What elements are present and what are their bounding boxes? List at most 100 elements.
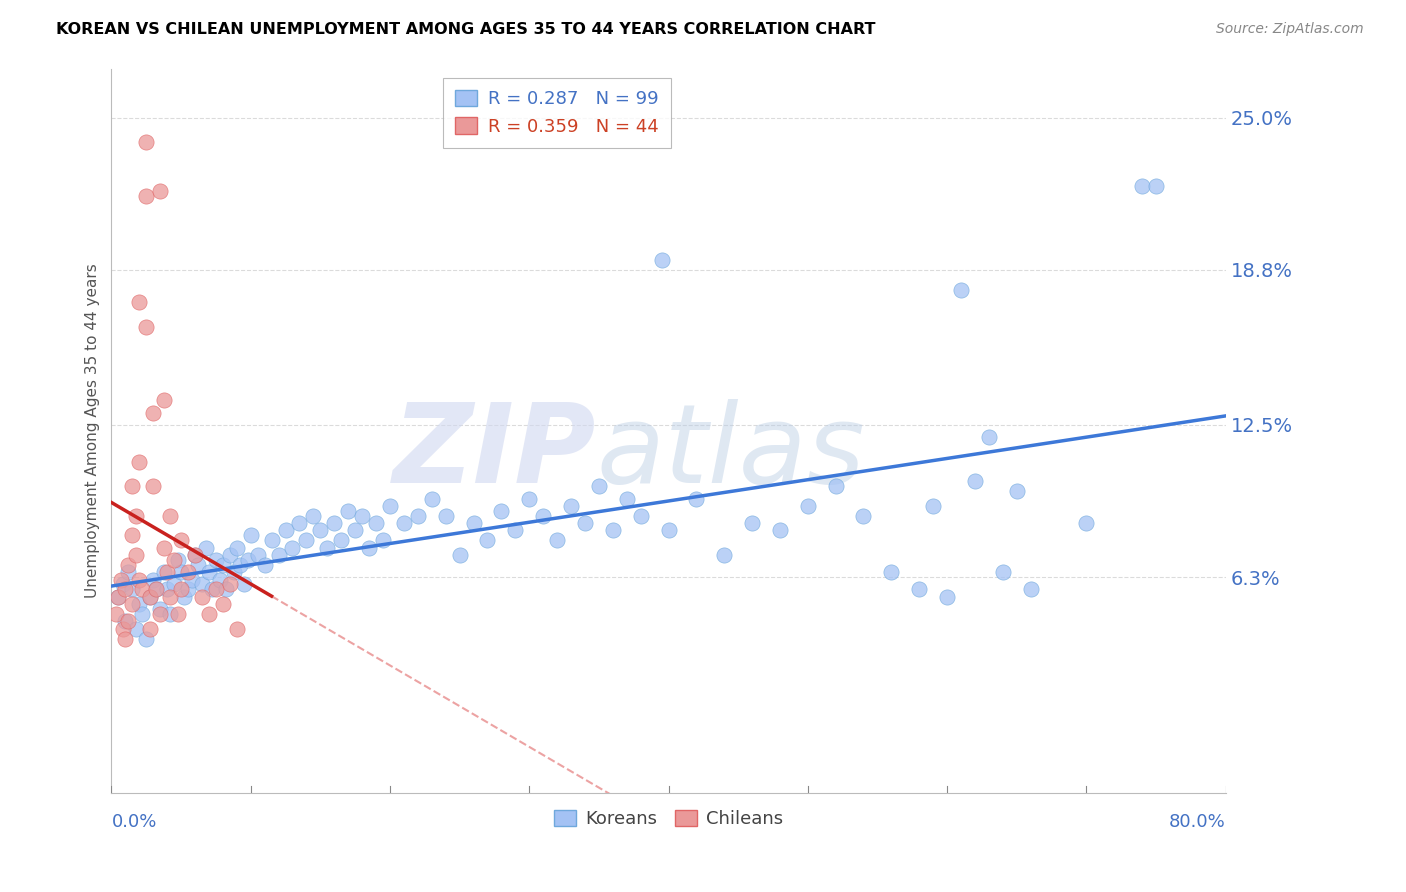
Point bbox=[205, 582, 228, 597]
Point bbox=[1130, 179, 1153, 194]
Point bbox=[121, 528, 143, 542]
Point bbox=[797, 499, 820, 513]
Point bbox=[187, 558, 209, 572]
Point bbox=[330, 533, 353, 548]
Point bbox=[517, 491, 540, 506]
Point bbox=[139, 590, 162, 604]
Point bbox=[184, 548, 207, 562]
Point bbox=[184, 548, 207, 562]
Y-axis label: Unemployment Among Ages 35 to 44 years: Unemployment Among Ages 35 to 44 years bbox=[86, 263, 100, 599]
Point bbox=[156, 582, 179, 597]
Point bbox=[463, 516, 485, 530]
Point bbox=[685, 491, 707, 506]
Point bbox=[139, 622, 162, 636]
Point bbox=[852, 508, 875, 523]
Point bbox=[128, 455, 150, 469]
Point bbox=[142, 479, 165, 493]
Point bbox=[936, 590, 959, 604]
Point bbox=[218, 577, 240, 591]
Point bbox=[149, 602, 172, 616]
Point bbox=[211, 597, 233, 611]
Text: 0.0%: 0.0% bbox=[111, 813, 157, 831]
Point bbox=[378, 499, 401, 513]
Legend: Koreans, Chileans: Koreans, Chileans bbox=[547, 802, 790, 835]
Point bbox=[560, 499, 582, 513]
Point bbox=[908, 582, 931, 597]
Point bbox=[1144, 179, 1167, 194]
Point bbox=[505, 524, 527, 538]
Point bbox=[111, 577, 134, 591]
Point bbox=[253, 558, 276, 572]
Point bbox=[922, 499, 945, 513]
Point bbox=[135, 189, 157, 203]
Point bbox=[128, 573, 150, 587]
Point bbox=[125, 508, 148, 523]
Point bbox=[209, 573, 232, 587]
Point bbox=[344, 524, 367, 538]
Point bbox=[1019, 582, 1042, 597]
Point bbox=[991, 565, 1014, 579]
Text: atlas: atlas bbox=[596, 400, 865, 506]
Point bbox=[159, 607, 181, 621]
Point bbox=[574, 516, 596, 530]
Point bbox=[114, 615, 136, 629]
Point bbox=[236, 553, 259, 567]
Point bbox=[602, 524, 624, 538]
Point bbox=[198, 565, 221, 579]
Point bbox=[135, 135, 157, 149]
Point bbox=[170, 582, 193, 597]
Point bbox=[232, 577, 254, 591]
Point bbox=[222, 565, 245, 579]
Point bbox=[104, 607, 127, 621]
Point bbox=[337, 504, 360, 518]
Point bbox=[309, 524, 332, 538]
Point bbox=[153, 565, 176, 579]
Point bbox=[177, 582, 200, 597]
Point bbox=[239, 528, 262, 542]
Point bbox=[713, 548, 735, 562]
Point bbox=[246, 548, 269, 562]
Point bbox=[142, 405, 165, 419]
Point bbox=[1005, 484, 1028, 499]
Point bbox=[156, 565, 179, 579]
Point bbox=[963, 475, 986, 489]
Point bbox=[352, 508, 374, 523]
Point bbox=[546, 533, 568, 548]
Point bbox=[977, 430, 1000, 444]
Point bbox=[107, 590, 129, 604]
Point bbox=[114, 632, 136, 646]
Point bbox=[434, 508, 457, 523]
Point bbox=[371, 533, 394, 548]
Point bbox=[110, 573, 132, 587]
Point bbox=[145, 582, 167, 597]
Point bbox=[295, 533, 318, 548]
Point bbox=[149, 185, 172, 199]
Point bbox=[121, 597, 143, 611]
Point bbox=[131, 607, 153, 621]
Point bbox=[1076, 516, 1098, 530]
Point bbox=[477, 533, 499, 548]
Point bbox=[531, 508, 554, 523]
Point bbox=[191, 577, 214, 591]
Point bbox=[651, 253, 673, 268]
Point bbox=[167, 607, 190, 621]
Text: Source: ZipAtlas.com: Source: ZipAtlas.com bbox=[1216, 22, 1364, 37]
Text: KOREAN VS CHILEAN UNEMPLOYMENT AMONG AGES 35 TO 44 YEARS CORRELATION CHART: KOREAN VS CHILEAN UNEMPLOYMENT AMONG AGE… bbox=[56, 22, 876, 37]
Point bbox=[616, 491, 638, 506]
Point bbox=[125, 622, 148, 636]
Point bbox=[125, 548, 148, 562]
Point bbox=[107, 590, 129, 604]
Point bbox=[420, 491, 443, 506]
Point bbox=[121, 479, 143, 493]
Point bbox=[218, 548, 240, 562]
Point bbox=[191, 590, 214, 604]
Point bbox=[153, 393, 176, 408]
Point bbox=[181, 573, 204, 587]
Text: ZIP: ZIP bbox=[392, 400, 596, 506]
Point bbox=[149, 607, 172, 621]
Point bbox=[824, 479, 846, 493]
Point bbox=[281, 541, 304, 555]
Point bbox=[167, 553, 190, 567]
Point bbox=[121, 582, 143, 597]
Point bbox=[225, 541, 247, 555]
